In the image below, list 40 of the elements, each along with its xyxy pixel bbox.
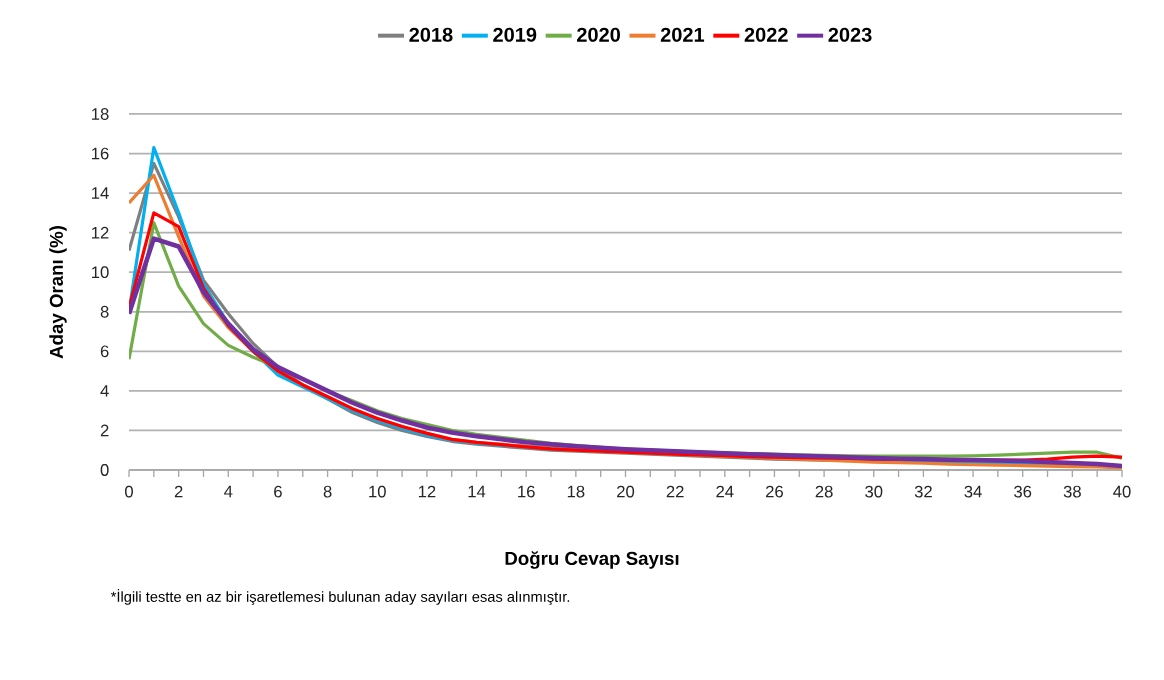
- x-tick-label: 16: [518, 485, 535, 498]
- x-tick-label: 14: [468, 485, 486, 498]
- x-tick-label: 6: [274, 485, 282, 498]
- x-tick-label: 18: [567, 485, 585, 498]
- x-tick-label: 24: [716, 485, 734, 498]
- x-tick-label: 22: [666, 485, 684, 498]
- x-tick-label: 4: [224, 485, 233, 498]
- y-tick-label: 2: [100, 424, 109, 437]
- x-tick-label: 8: [323, 485, 332, 498]
- legend-label: 2018: [409, 27, 453, 42]
- x-tick-label: 10: [369, 485, 386, 498]
- y-tick-label: 18: [92, 108, 109, 120]
- legend-label: 2020: [577, 27, 620, 42]
- legend-label: 2019: [493, 27, 537, 42]
- x-tick-label: 20: [617, 485, 635, 498]
- x-tick-label: 36: [1014, 485, 1032, 498]
- y-tick-label: 8: [100, 305, 109, 318]
- x-tick-label: 2: [174, 485, 183, 498]
- x-tick-label: 0: [125, 485, 133, 498]
- x-tick-label: 32: [914, 485, 932, 498]
- y-tick-label: 16: [92, 147, 109, 160]
- y-tick-label: 6: [100, 345, 109, 358]
- x-tick-label: 38: [1063, 485, 1081, 498]
- x-tick-label: 30: [865, 485, 883, 498]
- legend-label: 2021: [660, 27, 705, 42]
- text: *İlgili testte en az bir işaretlemesi bulunan aday sayıları esas alınmıştır.: [110, 589, 570, 605]
- y-tick-label: 4: [100, 385, 109, 397]
- x-tick-label: 26: [766, 485, 783, 498]
- y-axis-title: Aday Oranı (%): [49, 226, 67, 359]
- x-tick-label: 34: [964, 485, 982, 498]
- legend-label: 2022: [744, 27, 788, 42]
- x-tick-label: 40: [1113, 485, 1131, 498]
- y-tick-label: 14: [92, 187, 109, 199]
- legend-label: 2023: [828, 27, 872, 42]
- x-tick-label: 28: [815, 485, 833, 498]
- x-tick-label: 12: [418, 485, 436, 498]
- x-axis-title: Doğru Cevap Sayısı: [505, 551, 679, 569]
- y-tick-label: 10: [92, 266, 109, 279]
- y-tick-label: 12: [92, 226, 109, 239]
- y-tick-label: 0: [100, 464, 109, 476]
